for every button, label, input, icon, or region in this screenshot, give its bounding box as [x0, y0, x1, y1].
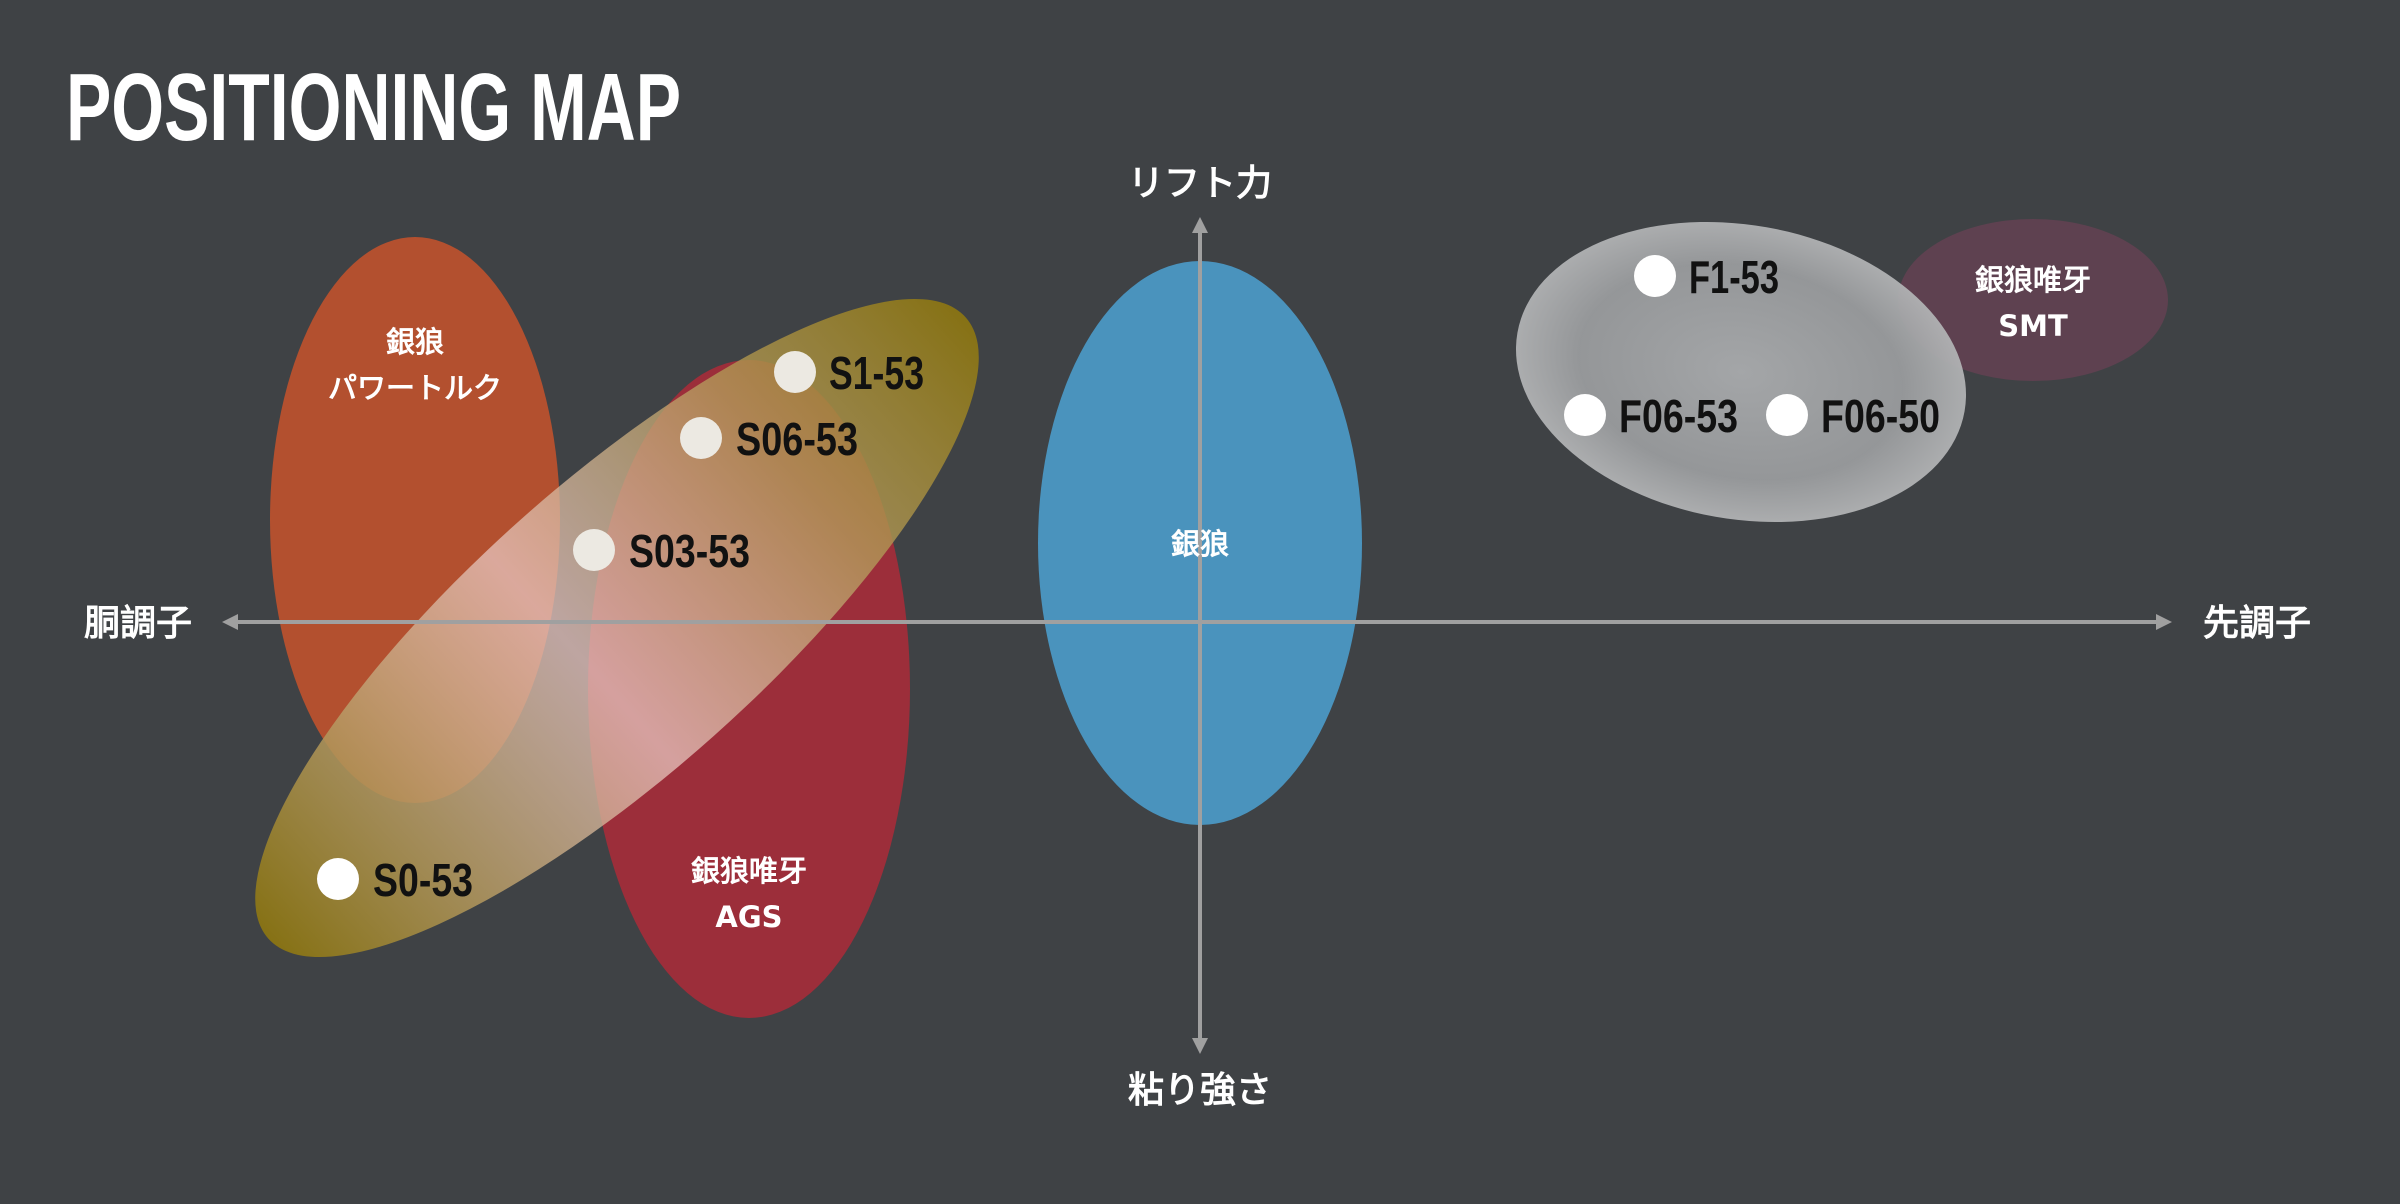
axis-label-right: 先調子 — [2203, 603, 2311, 644]
data-point: S06-53 — [680, 413, 858, 465]
group-label: AGS — [715, 900, 782, 934]
group-label: 銀狼 — [386, 325, 444, 359]
point-label: F06-53 — [1619, 390, 1738, 442]
group-ellipse-smt — [1898, 219, 2168, 381]
data-point: F06-50 — [1766, 390, 1940, 442]
data-point: S03-53 — [573, 525, 750, 577]
data-point: F06-53 — [1564, 390, 1738, 442]
point-marker — [774, 351, 816, 393]
point-label: F1-53 — [1689, 251, 1779, 303]
chart-title: POSITIONING MAP — [66, 54, 681, 161]
point-label: S0-53 — [373, 854, 473, 906]
data-point: S1-53 — [774, 347, 924, 399]
point-marker — [680, 417, 722, 459]
point-marker — [1634, 255, 1676, 297]
group-label: 銀狼 — [1171, 527, 1229, 561]
group-label: 銀狼唯牙 — [691, 854, 807, 888]
group-label: パワートルク — [328, 371, 502, 405]
group-label: SMT — [1998, 309, 2068, 343]
data-point: S0-53 — [317, 854, 473, 906]
point-label: S1-53 — [829, 347, 924, 399]
group-ellipse-f-series — [1515, 221, 1967, 523]
group-label: 銀狼唯牙 — [1975, 263, 2091, 297]
point-marker — [317, 858, 359, 900]
axis-label-top: リフト力 — [1128, 163, 1272, 204]
point-marker — [1766, 394, 1808, 436]
axis-label-bottom: 粘り強さ — [1128, 1070, 1272, 1111]
data-point: F1-53 — [1634, 251, 1779, 303]
point-label: S03-53 — [629, 525, 750, 577]
point-label: S06-53 — [736, 413, 858, 465]
point-label: F06-50 — [1821, 390, 1940, 442]
point-marker — [573, 529, 615, 571]
axis-label-left: 胴調子 — [84, 603, 192, 644]
point-marker — [1564, 394, 1606, 436]
